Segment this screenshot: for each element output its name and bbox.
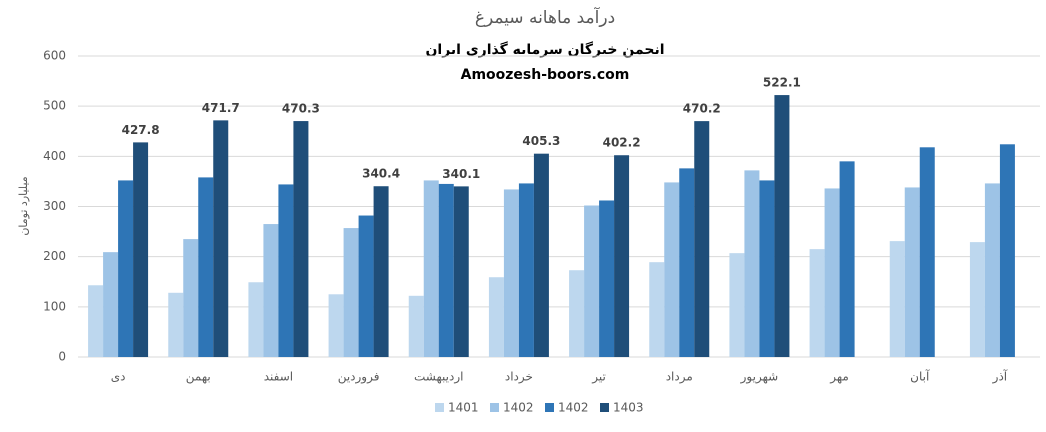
- chart-title: درآمد ماهانه سیمرغ: [475, 6, 615, 28]
- bar: [584, 205, 600, 357]
- bar: [263, 224, 279, 357]
- value-label: 340.1: [442, 167, 480, 181]
- y-axis-label: میلیارد تومان: [17, 176, 30, 235]
- y-tick-label: 400: [43, 149, 66, 163]
- bar: [824, 188, 840, 357]
- bar: [373, 186, 389, 357]
- y-tick-label: 0: [58, 350, 66, 364]
- value-label: 522.1: [763, 76, 801, 90]
- y-tick-label: 500: [43, 99, 66, 113]
- legend-label: 1402: [558, 401, 589, 415]
- legend-swatch: [490, 403, 499, 412]
- x-tick-label: فروردین: [338, 370, 380, 385]
- bar: [168, 292, 184, 357]
- bar: [198, 177, 214, 357]
- legend-swatch: [600, 403, 609, 412]
- bar: [599, 200, 615, 357]
- bar: [649, 262, 665, 357]
- value-label: 471.7: [202, 101, 240, 115]
- y-tick-label: 300: [43, 199, 66, 213]
- bar: [503, 189, 519, 357]
- x-tick-label: آذر: [992, 369, 1008, 385]
- bar: [694, 121, 710, 357]
- bar: [453, 186, 469, 357]
- x-tick-label: تیر: [591, 370, 606, 385]
- value-label: 427.8: [122, 123, 160, 137]
- bar: [889, 241, 905, 357]
- x-tick-label: شهریور: [740, 370, 779, 385]
- bar: [103, 252, 119, 357]
- bar: [969, 242, 985, 357]
- bar: [664, 182, 680, 357]
- value-label: 405.3: [522, 134, 560, 148]
- bar: [999, 144, 1015, 357]
- bar: [614, 155, 630, 357]
- bar: [904, 187, 920, 357]
- bar: [839, 161, 855, 357]
- bar: [213, 120, 229, 357]
- legend-label: 1401: [448, 401, 479, 415]
- value-label: 340.4: [362, 167, 400, 181]
- x-tick-label: اسفند: [264, 370, 293, 384]
- bar: [293, 121, 309, 358]
- bar: [744, 170, 760, 357]
- x-tick-label: دی: [111, 370, 126, 384]
- bar: [183, 239, 199, 357]
- bar: [809, 249, 825, 357]
- bar: [569, 270, 585, 357]
- x-tick-label: آبان: [910, 369, 930, 384]
- annotation: Amoozesh-boors.com: [461, 67, 630, 83]
- bar: [774, 95, 790, 357]
- bar: [919, 147, 935, 357]
- bar: [488, 277, 504, 357]
- bar: [533, 153, 549, 357]
- bar: [358, 215, 374, 357]
- x-tick-label: مرداد: [666, 370, 693, 385]
- bar: [328, 294, 344, 357]
- bar: [408, 295, 424, 357]
- bar: [759, 180, 775, 357]
- bar: [423, 180, 439, 357]
- bar: [679, 168, 695, 357]
- bar: [88, 285, 104, 357]
- bar: [984, 183, 1000, 357]
- x-tick-label: خرداد: [505, 370, 533, 385]
- bar: [118, 180, 134, 357]
- legend-label: 1402: [503, 401, 534, 415]
- bar: [343, 228, 359, 357]
- y-tick-label: 200: [43, 249, 66, 263]
- x-tick-label: مهر: [829, 370, 849, 385]
- legend-label: 1403: [613, 401, 644, 415]
- legend-swatch: [435, 403, 444, 412]
- y-tick-label: 600: [43, 49, 66, 63]
- legend-swatch: [545, 403, 554, 412]
- bar: [518, 183, 534, 357]
- chart-subtitle: انجمن خبرگان سرمایه گذاری ایران: [425, 41, 664, 58]
- bar: [278, 184, 294, 357]
- value-label: 470.3: [282, 102, 320, 116]
- value-label: 402.2: [603, 136, 641, 150]
- x-tick-label: اردیبهشت: [414, 370, 463, 385]
- bar: [729, 253, 745, 357]
- value-label: 470.2: [683, 102, 721, 116]
- bar: [133, 142, 149, 357]
- bar: [438, 183, 454, 357]
- y-tick-label: 100: [43, 299, 66, 313]
- bar: [248, 282, 264, 357]
- x-tick-label: بهمن: [186, 370, 211, 385]
